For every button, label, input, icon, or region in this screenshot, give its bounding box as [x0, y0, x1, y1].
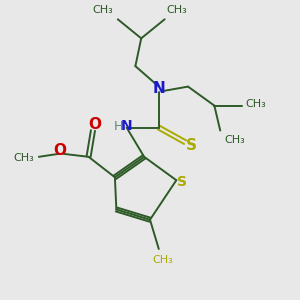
- Text: S: S: [177, 175, 187, 189]
- Text: CH₃: CH₃: [93, 5, 113, 15]
- Text: H: H: [114, 120, 123, 133]
- Text: N: N: [152, 81, 165, 96]
- Text: CH₃: CH₃: [245, 99, 266, 109]
- Text: CH₃: CH₃: [153, 255, 173, 265]
- Text: CH₃: CH₃: [166, 5, 187, 15]
- Text: CH₃: CH₃: [14, 153, 34, 163]
- Text: O: O: [88, 117, 101, 132]
- Text: O: O: [54, 143, 67, 158]
- Text: N: N: [121, 119, 132, 133]
- Text: CH₃: CH₃: [225, 135, 245, 145]
- Text: S: S: [185, 138, 197, 153]
